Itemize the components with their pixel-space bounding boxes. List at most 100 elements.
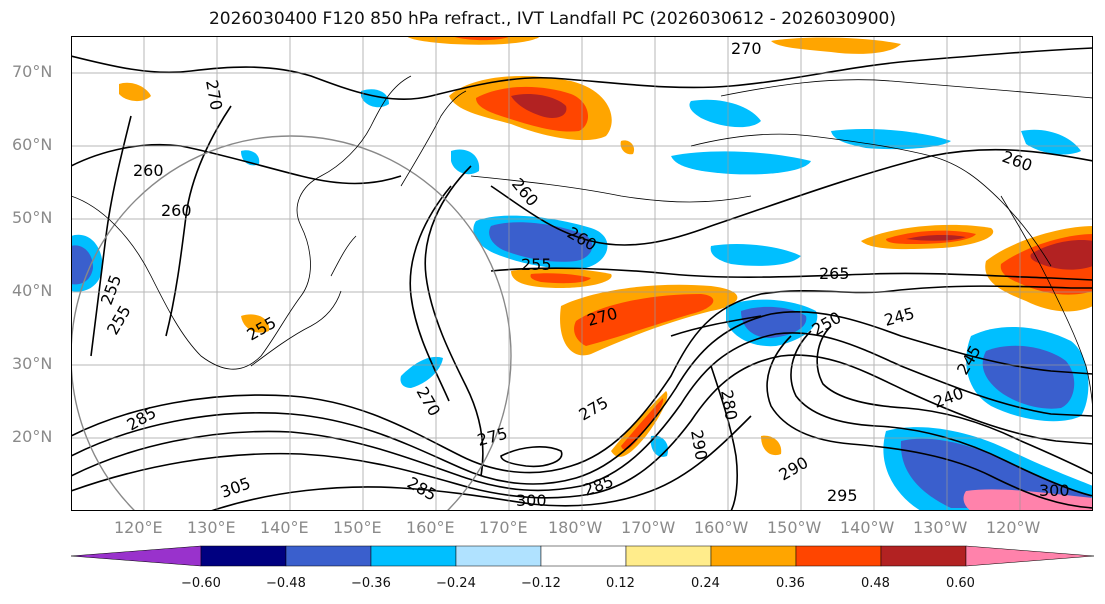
lat-label: 50°N: [12, 208, 53, 227]
colorbar-tick-label: −0.12: [521, 576, 561, 591]
lon-label: 120°E: [114, 518, 163, 537]
contour-line: [71, 354, 1093, 499]
colorbar-cell: [540, 545, 627, 567]
lon-label: 130°E: [187, 518, 236, 537]
lon-label: 140°W: [840, 518, 895, 537]
contour-line: [210, 415, 752, 511]
contour-label: 270: [731, 39, 762, 58]
grid-lines: [71, 36, 1093, 511]
shading-negative: [963, 489, 1093, 511]
shading-positive: [1030, 240, 1093, 270]
lon-label: 170°W: [621, 518, 676, 537]
colorbar-cell: [370, 545, 457, 567]
lon-label: 120°W: [986, 518, 1041, 537]
contour-line: [71, 47, 1093, 101]
colorbar-tick-label: −0.48: [266, 576, 306, 591]
shading-positive: [761, 435, 782, 456]
coastline-na-west: [1000, 195, 1093, 417]
lon-label: 160°W: [694, 518, 749, 537]
shading-negative: [831, 129, 951, 150]
contour-line: [424, 165, 484, 477]
contour-line: [409, 185, 452, 402]
lon-label: 160°E: [406, 518, 455, 537]
colorbar: [70, 545, 1095, 567]
map-panel: 270 270 260 260 260 260 255 255 265 270 …: [71, 36, 1093, 511]
shading-positive: [406, 36, 541, 45]
coastline-kamchatka: [400, 90, 467, 187]
colorbar-cell: [710, 545, 797, 567]
colorbar-tick-label: 0.48: [861, 576, 890, 591]
lon-label: 170°E: [479, 518, 528, 537]
colorbar-tick-label: −0.24: [436, 576, 476, 591]
colorbar-tick-label: 0.24: [691, 576, 720, 591]
lon-label: 180°W: [548, 518, 603, 537]
colorbar-tick-label: 0.36: [776, 576, 805, 591]
shading-positive: [621, 398, 664, 450]
contour-line: [816, 325, 1093, 475]
colorbar-cell: [70, 545, 202, 567]
map-plot: 270 270 260 260 260 260 255 255 265 270 …: [71, 36, 1093, 511]
contour-label: 255: [521, 255, 552, 274]
shading-negative: [671, 151, 811, 175]
shading-negative: [900, 438, 1091, 508]
coastline-arctic: [720, 79, 1093, 99]
contour-line: [165, 105, 232, 337]
lat-label: 30°N: [12, 354, 53, 373]
coastlines: [71, 75, 1093, 417]
colorbar-tick-label: 0.60: [946, 576, 975, 591]
coastline-asia: [71, 75, 412, 370]
shading-negative: [361, 89, 389, 108]
shading-negative: [689, 99, 761, 128]
contour-label: 295: [827, 486, 858, 505]
colorbar-cell: [880, 545, 967, 567]
contour-line: [500, 446, 563, 468]
shading-positive: [451, 36, 511, 41]
contour-layer: [71, 47, 1093, 511]
contour-line: [710, 365, 738, 511]
coastline-japan: [250, 235, 357, 367]
lat-label: 70°N: [12, 62, 53, 81]
contour-line: [71, 311, 1093, 485]
lon-label: 150°E: [333, 518, 382, 537]
lat-label: 20°N: [12, 427, 53, 446]
contour-label: 260: [161, 201, 192, 220]
shading-positive: [574, 294, 714, 346]
contour-label: 300: [516, 491, 547, 510]
lat-label: 60°N: [12, 135, 53, 154]
range-circle: [71, 135, 512, 511]
contour-label: 260: [133, 161, 164, 180]
contour-line: [71, 143, 402, 185]
shading-positive: [511, 94, 567, 118]
colorbar-tick-label: −0.60: [181, 576, 221, 591]
lon-label: 140°E: [260, 518, 309, 537]
colorbar-cell: [965, 545, 1095, 567]
contour-line: [71, 285, 1093, 474]
shading-negative: [741, 306, 807, 338]
contour-label: 265: [819, 264, 850, 283]
shading-positive: [119, 82, 151, 102]
lat-label: 40°N: [12, 281, 53, 300]
colorbar-cell: [795, 545, 882, 567]
colorbar-cell: [200, 545, 287, 567]
shading-negative: [451, 149, 480, 175]
shading-negative: [1021, 129, 1081, 155]
colorbar-tick-label: −0.36: [351, 576, 391, 591]
colorbar-cell: [625, 545, 712, 567]
shading-negative: [982, 345, 1075, 409]
lon-label: 130°W: [913, 518, 968, 537]
contour-line: [766, 335, 1093, 509]
lon-label: 150°W: [767, 518, 822, 537]
shading-positive: [906, 234, 966, 241]
contour-line: [790, 330, 1093, 497]
shading-negative: [710, 244, 801, 266]
contour-line: [71, 332, 1093, 492]
colorbar-cell: [455, 545, 542, 567]
shading-positive: [620, 140, 635, 155]
shading-positive: [241, 314, 270, 333]
shading-positive: [530, 273, 591, 284]
shading-negative: [71, 245, 93, 285]
shading-positive: [611, 391, 668, 457]
contour-line: [670, 315, 762, 337]
map-title: 2026030400 F120 850 hPa refract., IVT La…: [208, 9, 896, 29]
contour-line: [490, 148, 1093, 246]
